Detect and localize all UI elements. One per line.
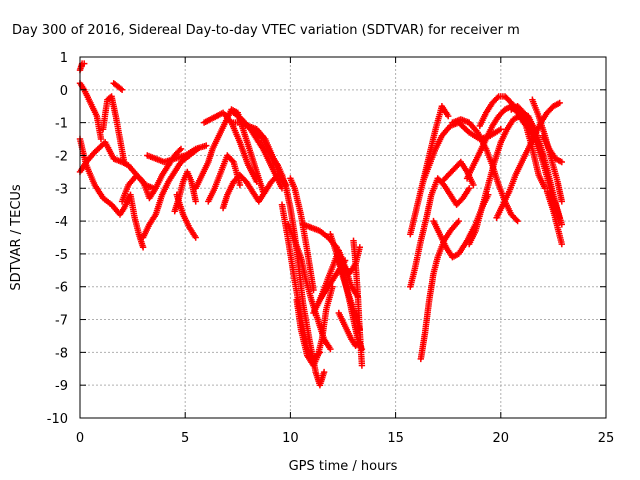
point-marker: [558, 221, 565, 228]
point-marker: [327, 345, 334, 353]
series-s9: [144, 142, 210, 166]
x-tick-label: 20: [493, 431, 510, 446]
point-marker: [81, 60, 88, 67]
point-marker: [494, 94, 501, 101]
series-s14: [200, 109, 260, 185]
point-marker: [514, 217, 521, 225]
point-marker: [466, 185, 473, 192]
grid: [80, 57, 606, 418]
point-marker: [358, 362, 366, 369]
y-tick-label: -4: [55, 215, 68, 230]
point-marker: [470, 181, 477, 189]
series-s8: [139, 145, 201, 241]
point-marker: [358, 345, 366, 353]
chart-title: Day 300 of 2016, Sidereal Day-to-day VTE…: [12, 23, 520, 38]
point-marker: [320, 368, 328, 376]
point-marker: [310, 286, 317, 294]
y-tick-label: -8: [55, 346, 68, 361]
series-s43: [518, 109, 563, 221]
point-marker: [203, 142, 210, 149]
point-marker: [556, 99, 563, 107]
x-tick-label: 15: [387, 431, 404, 446]
x-axis-label: GPS time / hours: [289, 459, 398, 474]
point-marker: [445, 112, 452, 120]
point-marker: [356, 244, 363, 251]
point-marker: [139, 244, 147, 251]
y-tick-label: -1: [55, 117, 68, 132]
point-marker: [497, 126, 504, 133]
series-s1: [76, 60, 88, 74]
point-marker: [513, 216, 520, 223]
series-s7: [118, 145, 185, 205]
series-s45: [539, 132, 565, 166]
y-tick-label: -5: [55, 248, 68, 263]
point-marker: [455, 217, 462, 225]
x-tick-label: 5: [181, 431, 189, 446]
series-s6: [110, 80, 126, 93]
y-tick-label: -3: [55, 182, 68, 197]
series-s11: [173, 191, 199, 241]
x-tick-label: 10: [282, 431, 299, 446]
point-marker: [97, 135, 105, 143]
data-marks: [76, 60, 565, 389]
point-marker: [236, 181, 244, 189]
x-tick-label: 25: [598, 431, 615, 446]
point-marker: [253, 178, 260, 185]
series-s23: [293, 283, 336, 369]
y-tick-label: -9: [55, 379, 68, 394]
y-tick-label: -2: [55, 149, 68, 164]
point-marker: [176, 147, 183, 154]
plot-frame: [79, 56, 607, 419]
series-s26: [316, 247, 361, 304]
y-tick-label: 1: [60, 51, 68, 66]
y-tick-label: -6: [55, 281, 68, 296]
point-marker: [177, 145, 185, 153]
point-marker: [138, 177, 146, 184]
series-s30: [350, 237, 366, 369]
point-marker: [558, 158, 565, 166]
series-s15: [219, 171, 281, 212]
series-s46: [543, 188, 565, 248]
point-marker: [558, 198, 565, 205]
series-s32: [417, 217, 462, 363]
point-marker: [541, 185, 549, 192]
series-s5: [99, 93, 128, 166]
point-marker: [118, 86, 126, 93]
y-tick-label: 0: [60, 84, 68, 99]
point-marker: [192, 198, 199, 205]
point-marker: [192, 234, 199, 241]
series-s44: [529, 96, 565, 205]
point-marker: [121, 158, 128, 166]
x-tick-label: 0: [76, 431, 84, 446]
y-tick-label: -7: [55, 314, 68, 329]
point-marker: [229, 157, 236, 164]
y-axis-label: SDTVAR / TECUs: [9, 184, 24, 291]
point-marker: [558, 240, 565, 248]
y-tick-label: -10: [47, 412, 68, 427]
